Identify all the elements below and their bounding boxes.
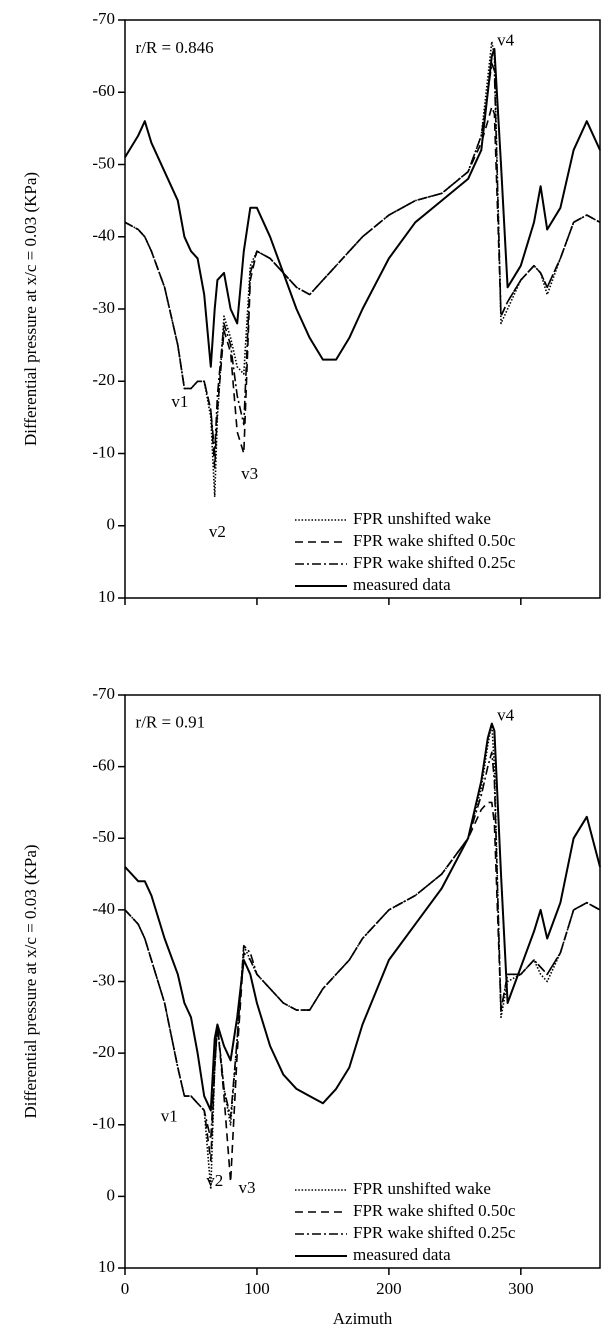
y-tick-label: -60 <box>92 81 115 100</box>
data-line <box>124 801 601 1183</box>
y-tick-label: -30 <box>92 970 115 989</box>
y-tick-label: -70 <box>92 9 115 28</box>
data-line <box>124 722 601 1112</box>
y-tick-label: 0 <box>107 1185 116 1204</box>
data-line <box>124 62 601 455</box>
data-line <box>124 40 601 498</box>
x-tick-label: 200 <box>376 1279 402 1298</box>
y-tick-label: 0 <box>107 515 116 534</box>
annotation: v2 <box>209 522 226 541</box>
data-line <box>124 47 601 368</box>
y-tick-label: -60 <box>92 756 115 775</box>
y-tick-label: -10 <box>92 442 115 461</box>
legend-label: measured data <box>353 1245 451 1264</box>
y-axis-label: Differential pressure at x/c = 0.03 (KPa… <box>21 844 40 1118</box>
annotation: v1 <box>171 392 188 411</box>
y-tick-label: -20 <box>92 370 115 389</box>
y-tick-label: -30 <box>92 298 115 317</box>
annotation: r/R = 0.846 <box>136 38 214 57</box>
legend-label: FPR unshifted wake <box>353 1179 491 1198</box>
y-tick-label: -70 <box>92 684 115 703</box>
annotation: v1 <box>161 1106 178 1125</box>
annotation: v3 <box>241 464 258 483</box>
x-axis-label: Azimuth <box>333 1309 393 1328</box>
y-tick-label: 10 <box>98 1257 115 1276</box>
legend-label: FPR wake shifted 0.50c <box>353 1201 516 1220</box>
data-line <box>124 722 601 1190</box>
x-tick-label: 0 <box>121 1279 130 1298</box>
data-line <box>124 105 601 469</box>
annotation: r/R = 0.91 <box>136 713 206 732</box>
legend-label: FPR wake shifted 0.25c <box>353 1223 516 1242</box>
y-tick-label: -50 <box>92 827 115 846</box>
annotation: v4 <box>497 705 515 724</box>
y-axis-label: Differential pressure at x/c = 0.03 (KPa… <box>21 172 40 446</box>
y-tick-label: -40 <box>92 226 115 245</box>
x-tick-label: 300 <box>508 1279 534 1298</box>
y-tick-label: -40 <box>92 899 115 918</box>
annotation: v4 <box>497 31 515 50</box>
y-tick-label: 10 <box>98 587 115 606</box>
legend-label: FPR unshifted wake <box>353 509 491 528</box>
y-tick-label: -20 <box>92 1042 115 1061</box>
legend-label: measured data <box>353 575 451 594</box>
y-tick-label: -10 <box>92 1114 115 1133</box>
legend-label: FPR wake shifted 0.25c <box>353 553 516 572</box>
x-tick-label: 100 <box>244 1279 270 1298</box>
data-line <box>124 751 601 1140</box>
annotation: v3 <box>238 1178 255 1197</box>
legend-label: FPR wake shifted 0.50c <box>353 531 516 550</box>
y-tick-label: -50 <box>92 153 115 172</box>
annotation: v2 <box>206 1171 223 1190</box>
